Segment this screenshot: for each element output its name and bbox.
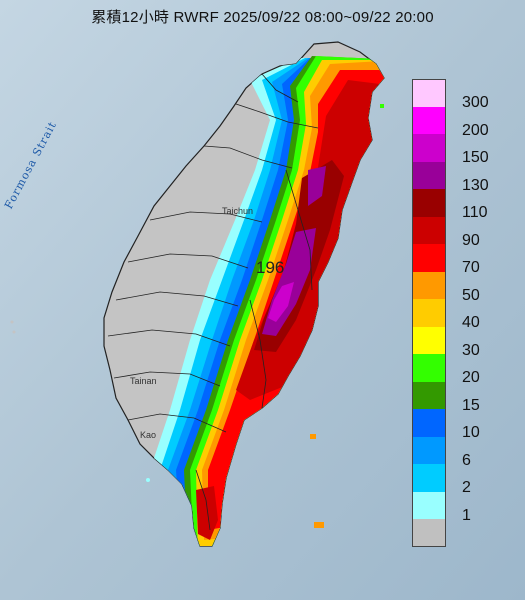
legend-swatch [412,491,446,519]
legend-swatch [412,134,446,162]
legend-row: 300 [412,79,518,111]
legend-row: 2 [412,464,518,496]
legend-label: 6 [462,451,471,469]
legend-row: 50 [412,271,518,304]
legend-label: 150 [462,149,489,166]
legend-row: 130 [412,161,518,194]
city-label: Tainan [130,376,157,386]
legend-swatch [412,189,446,217]
legend-swatch [412,79,446,107]
legend-label: 50 [462,286,480,304]
legend-label: 70 [462,259,480,276]
legend-swatch [412,244,446,272]
orchid-island [314,522,324,528]
legend-label: 110 [462,204,488,221]
city-label: Kao [140,430,157,440]
legend-label: 15 [462,396,480,414]
legend-swatch [412,409,446,437]
legend-row: 200 [412,106,518,139]
legend-row: 6 [412,436,518,469]
legend-label: 130 [462,176,489,194]
legend-label: 1 [462,506,471,524]
legend-swatch [412,299,446,327]
legend-label: 20 [462,369,480,386]
legend-label: 40 [462,314,480,331]
legend-row: 10 [412,409,518,441]
boundary-lines [107,73,319,531]
turtle-island [380,104,384,108]
legend-row: 15 [412,381,518,414]
legend-label: 90 [462,231,480,249]
legend-row [412,519,518,547]
legend-row: 70 [412,244,518,276]
legend-label: 30 [462,341,480,359]
liuqiu-dot [146,478,150,482]
legend-label: 10 [462,424,480,441]
rainfall-legend: 300 200 150 130 110 90 70 50 40 30 20 15 10 6 2 1 [412,79,518,547]
legend-label: 2 [462,479,471,496]
legend-row: 110 [412,189,518,221]
legend-swatch [412,436,446,464]
penghu-dot [12,330,16,334]
legend-label: 300 [462,94,489,111]
legend-label: 200 [462,121,489,139]
legend-swatch [412,216,446,244]
max-rainfall-label: 196 [256,258,285,277]
legend-swatch [412,381,446,409]
legend-swatch [412,106,446,134]
legend-row: 1 [412,491,518,524]
legend-row: 30 [412,326,518,359]
legend-swatch [412,464,446,492]
green-island [310,434,316,439]
legend-swatch [412,354,446,382]
city-label: Taichun [222,206,254,216]
map-title: 累積12小時 RWRF 2025/09/22 08:00~09/22 20:00 [91,9,434,26]
legend-row: 40 [412,299,518,331]
legend-swatch [412,161,446,189]
legend-row: 90 [412,216,518,249]
legend-row: 150 [412,134,518,166]
legend-swatch [412,271,446,299]
legend-swatch [412,519,446,547]
penghu-dot [10,320,14,324]
legend-swatch [412,326,446,354]
legend-row: 20 [412,354,518,386]
